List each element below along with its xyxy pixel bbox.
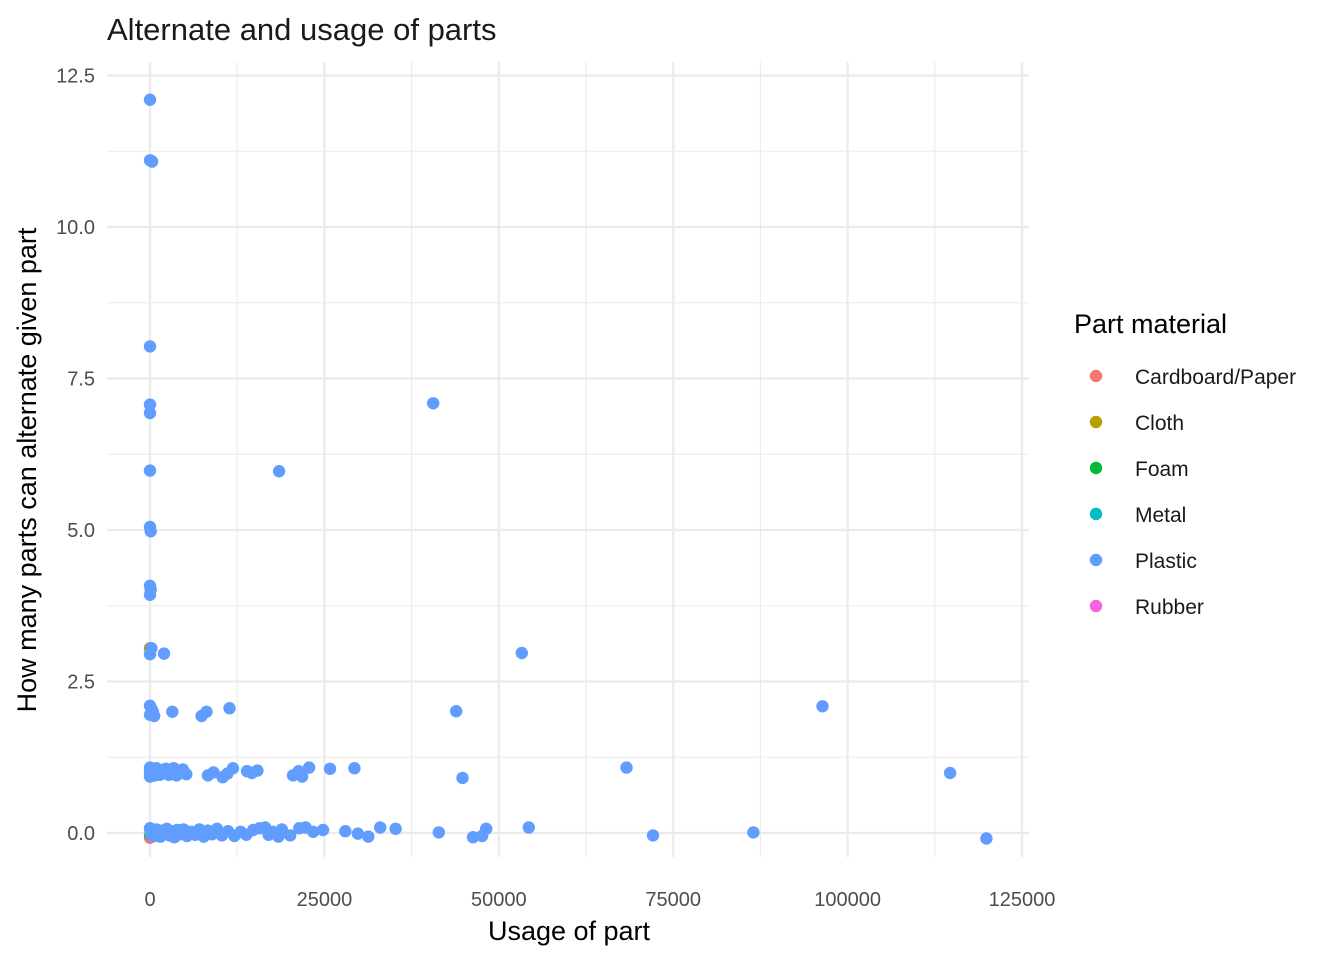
legend-label: Cloth <box>1135 412 1184 435</box>
data-point-plastic <box>389 822 402 835</box>
x-tick-label: 0 <box>144 889 155 911</box>
x-axis-title: Usage of part <box>488 916 651 946</box>
data-point-plastic <box>323 762 337 775</box>
chart-title: Alternate and usage of parts <box>107 12 496 47</box>
x-tick-label: 50000 <box>471 889 527 911</box>
y-tick-label: 10.0 <box>56 217 95 239</box>
legend-key <box>1089 415 1103 429</box>
data-point-plastic <box>456 771 469 785</box>
legend-label: Rubber <box>1135 596 1204 619</box>
data-point-plastic <box>515 646 528 660</box>
grid <box>107 62 1029 857</box>
data-point-plastic <box>143 588 157 601</box>
data-point-plastic <box>166 705 179 718</box>
y-tick-label: 5.0 <box>67 520 95 542</box>
data-point-plastic <box>145 155 159 168</box>
data-point-plastic <box>374 821 387 834</box>
data-point-plastic <box>450 705 463 718</box>
data-points <box>143 93 993 845</box>
data-point-plastic <box>284 829 297 842</box>
x-tick-label: 100000 <box>814 889 881 911</box>
data-point-plastic <box>432 826 445 839</box>
data-point-plastic <box>747 826 760 839</box>
data-point-plastic <box>143 93 157 106</box>
y-tick-label: 12.5 <box>56 66 95 88</box>
data-point-plastic <box>207 766 220 779</box>
data-point-plastic <box>646 829 660 842</box>
data-point-plastic <box>339 825 352 838</box>
data-point-plastic <box>466 831 480 844</box>
data-point-plastic <box>180 768 193 781</box>
data-point-plastic <box>295 770 309 783</box>
data-point-plastic <box>143 464 157 477</box>
legend-label: Cardboard/Paper <box>1135 366 1296 389</box>
x-axis-ticks: 0 25000 50000 75000 100000 125000 <box>144 889 1055 911</box>
y-axis-ticks: 0.0 2.5 5.0 7.5 10.0 12.5 <box>56 66 95 846</box>
data-point-plastic <box>251 764 264 777</box>
legend-title: Part material <box>1074 309 1227 339</box>
data-point-plastic <box>980 832 993 845</box>
legend-key <box>1089 461 1103 475</box>
legend-label: Metal <box>1135 504 1186 527</box>
legend-key <box>1089 369 1103 383</box>
y-tick-label: 2.5 <box>67 672 95 694</box>
legend-label: Foam <box>1135 458 1189 481</box>
data-point-plastic <box>148 709 161 723</box>
data-point-plastic <box>943 766 957 780</box>
data-point-plastic <box>316 823 330 837</box>
x-tick-label: 25000 <box>297 889 353 911</box>
data-point-plastic <box>362 830 375 843</box>
data-point-plastic <box>302 761 316 774</box>
data-point-plastic <box>427 397 440 410</box>
legend-label: Plastic <box>1135 550 1197 573</box>
data-point-plastic <box>143 340 157 353</box>
y-tick-label: 7.5 <box>67 369 95 391</box>
data-point-plastic <box>307 825 320 838</box>
legend: Part material Cardboard/Paper Cloth Foam Me… <box>1074 309 1296 619</box>
data-point-plastic <box>226 762 240 775</box>
data-point-plastic <box>200 705 213 718</box>
data-point-plastic <box>348 762 361 775</box>
data-point-plastic <box>272 465 286 478</box>
legend-key <box>1089 553 1103 567</box>
x-tick-label: 125000 <box>989 889 1056 911</box>
data-point-plastic <box>157 647 171 660</box>
data-point-plastic <box>223 702 236 715</box>
data-point-plastic <box>351 827 365 840</box>
legend-key <box>1089 507 1103 521</box>
x-tick-label: 75000 <box>645 889 701 911</box>
data-point-plastic <box>144 525 157 538</box>
data-point-plastic <box>143 648 157 661</box>
data-point-plastic <box>816 700 829 713</box>
legend-key <box>1089 599 1103 613</box>
y-tick-label: 0.0 <box>67 823 95 845</box>
y-axis-title: How many parts can alternate given part <box>12 227 42 712</box>
data-point-plastic <box>522 821 535 834</box>
data-point-plastic <box>143 406 157 420</box>
data-point-plastic <box>480 822 493 835</box>
data-point-plastic <box>620 761 633 774</box>
